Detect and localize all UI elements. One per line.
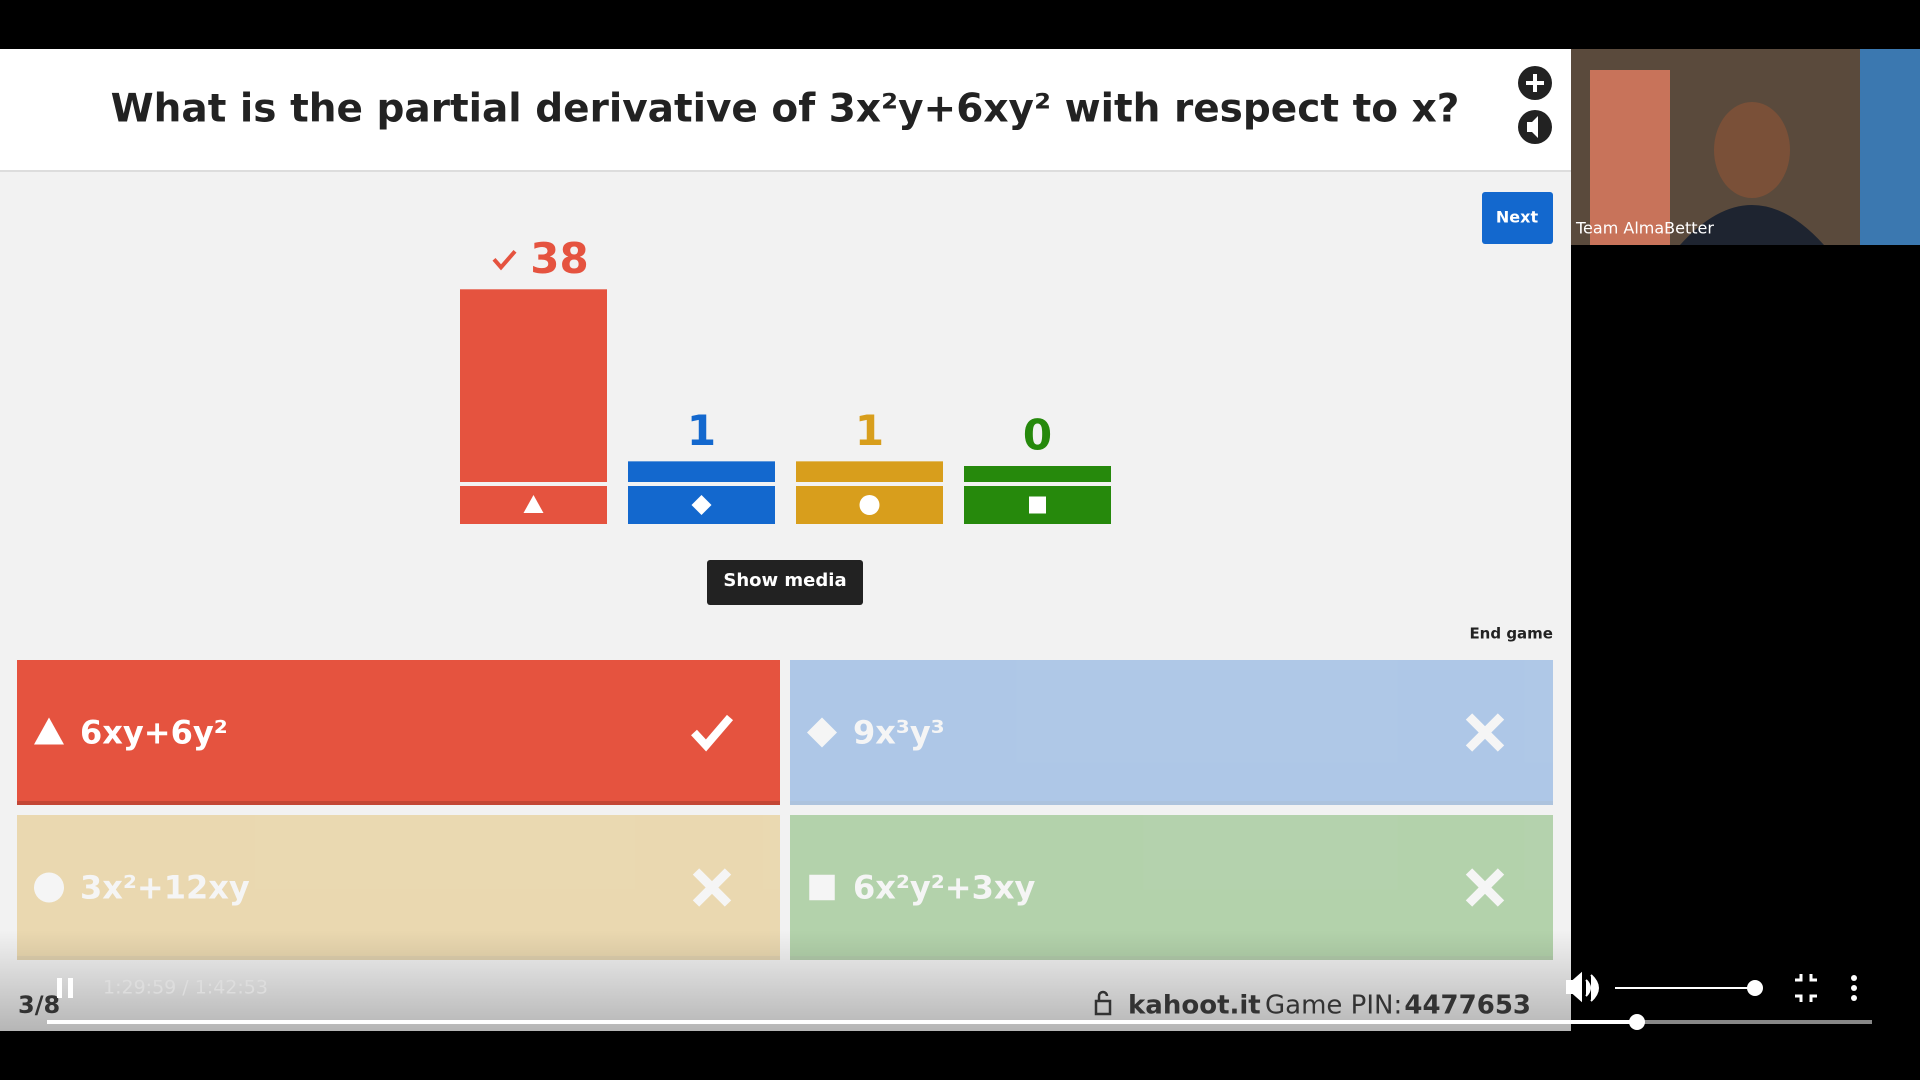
triangle-icon [523, 495, 544, 513]
exit-fullscreen-button[interactable] [1795, 974, 1817, 1002]
volume-knob[interactable] [1747, 980, 1763, 996]
pause-button[interactable] [57, 978, 62, 998]
game-area [0, 49, 1571, 1031]
end-game[interactable]: End game [1469, 625, 1553, 643]
bar [460, 289, 607, 482]
answer-tile: 6xy+6y² [17, 660, 780, 805]
square-icon [809, 874, 835, 901]
icon [1526, 74, 1544, 92]
answer-background [17, 660, 780, 805]
next-button[interactable] [1482, 192, 1553, 244]
webcam-label: Team AlmaBetter [1575, 219, 1714, 238]
correct-check [492, 249, 517, 271]
bar [628, 461, 775, 482]
circle-icon [859, 495, 880, 515]
show-media-button[interactable] [707, 560, 863, 605]
bar [964, 466, 1111, 482]
diamond-icon [691, 495, 712, 515]
controls-shade [0, 930, 1571, 1031]
player-controls: 1:29:59 / 1:42:53 [47, 971, 1872, 1030]
header-icons[interactable] [1518, 66, 1552, 144]
pin: 4477653 [1404, 991, 1531, 1021]
wall [1590, 70, 1670, 245]
diamond-icon [807, 717, 837, 748]
pin-label: Game PIN: [1265, 991, 1402, 1021]
wrong-icon [692, 868, 732, 907]
wrong-icon [1465, 713, 1505, 752]
next-label: Next [1496, 208, 1539, 227]
icon [1527, 116, 1538, 138]
face [1714, 102, 1790, 198]
answer-shadow [790, 801, 1553, 805]
webcam: Team AlmaBetter [1571, 49, 1920, 245]
shirt [1680, 205, 1824, 245]
count-label: 1 [855, 406, 884, 455]
wrong-icon [1465, 868, 1505, 907]
header [0, 49, 1571, 171]
bar [796, 461, 943, 482]
door [1860, 49, 1920, 245]
correct-icon [691, 714, 734, 752]
site: kahoot.it [1128, 991, 1261, 1021]
count-label: 38 [530, 234, 588, 283]
pause-button[interactable] [68, 978, 73, 998]
answer-text: 9x³y³ [853, 714, 945, 752]
menu-button[interactable] [1851, 975, 1857, 981]
count-label: 0 [1023, 411, 1052, 460]
progress-knob[interactable] [1629, 1014, 1645, 1030]
volume-button[interactable] [1566, 971, 1599, 1003]
answer-background [790, 660, 1553, 805]
progress: 3/8 [18, 991, 60, 1019]
answer-text: 3x²+12xy [80, 869, 250, 907]
square-icon [1029, 496, 1046, 514]
answer-tile: 9x³y³ [790, 660, 1553, 805]
answer-text: 6x²y²+3xy [853, 869, 1036, 907]
menu-button[interactable] [1851, 985, 1857, 991]
lock-icon [1094, 990, 1112, 1016]
circle-icon [34, 872, 64, 903]
count-label: 1 [687, 406, 716, 455]
time: 1:29:59 / 1:42:53 [103, 977, 268, 999]
triangle-icon [34, 717, 64, 745]
menu-button[interactable] [1851, 995, 1857, 1001]
results-chart: 38 1 1 0 [460, 234, 1111, 524]
answer-text: 6xy+6y² [80, 714, 228, 752]
show-media-label: Show media [723, 570, 846, 591]
question-title: What is the partial derivative of 3x²y+6… [111, 87, 1460, 132]
answer-shadow [17, 801, 780, 805]
